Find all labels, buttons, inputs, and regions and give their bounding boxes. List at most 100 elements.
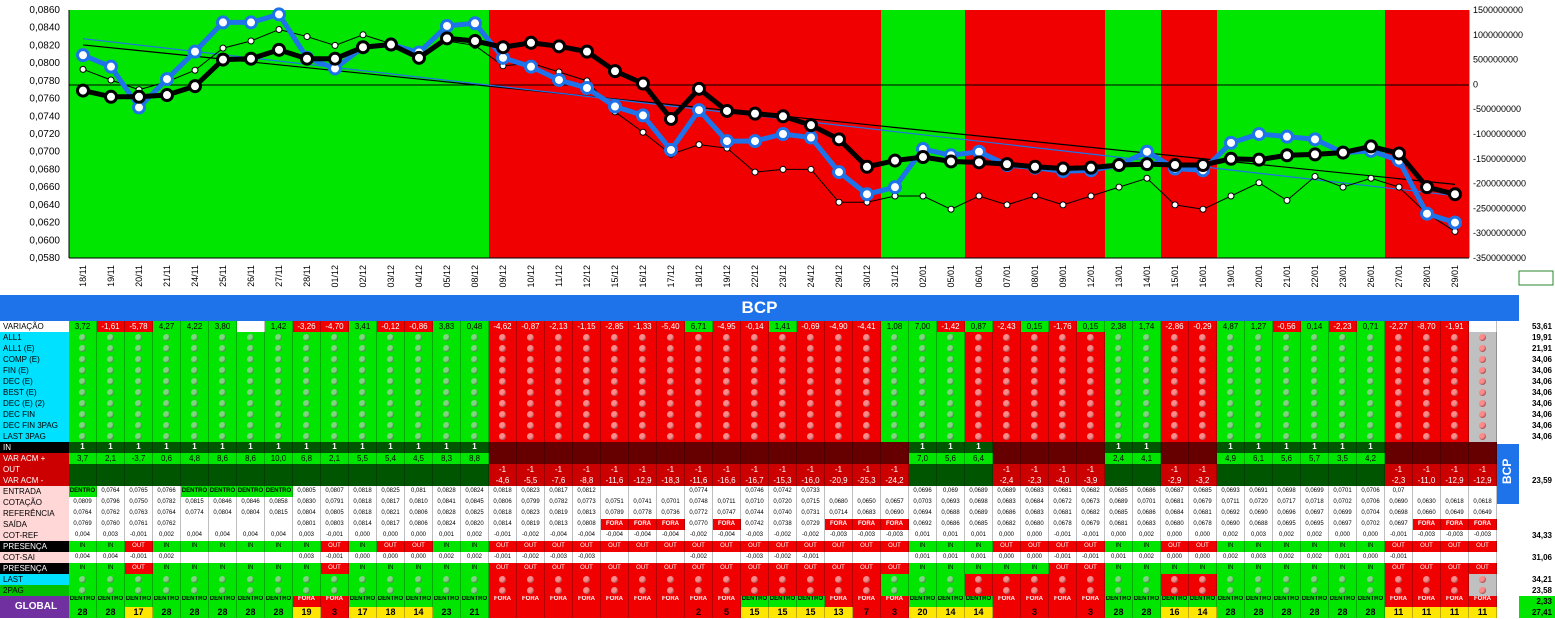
table-cell: DENTRO <box>209 596 237 607</box>
table-cell <box>1385 365 1413 376</box>
signal-dot <box>778 356 786 363</box>
signal-dot <box>470 345 478 352</box>
bg-band <box>853 10 882 258</box>
table-cell <box>853 365 881 376</box>
table-cell: -0,69 <box>797 321 825 332</box>
table-cell: 0,002 <box>461 530 489 541</box>
signal-dot <box>1142 587 1150 594</box>
table-cell <box>825 376 853 387</box>
table-cell <box>545 354 573 365</box>
series-point <box>636 76 650 91</box>
table-cell <box>601 574 629 585</box>
x-tick: 29/01 <box>1450 265 1460 288</box>
signal-dot <box>526 411 534 418</box>
table-cell <box>433 398 461 409</box>
table-cell <box>1469 376 1497 387</box>
series-point <box>779 165 787 173</box>
table-cell <box>993 343 1021 354</box>
signal-dot <box>1086 411 1094 418</box>
signal-dot <box>190 576 198 583</box>
signal-dot <box>274 378 282 385</box>
table-cell <box>1469 354 1497 365</box>
table-cell <box>1329 574 1357 585</box>
series-point <box>1168 158 1182 172</box>
signal-dot <box>358 334 366 341</box>
table-cell: -0,86 <box>405 321 433 332</box>
signal-dot <box>470 367 478 374</box>
y-left-tick: 0,0660 <box>29 182 60 193</box>
table-cell: IN <box>209 563 237 574</box>
x-tick: 28/01 <box>1422 265 1432 288</box>
bg-band <box>1385 10 1414 258</box>
table-cell <box>797 409 825 420</box>
table-cell <box>1357 464 1385 475</box>
table-cell <box>349 354 377 365</box>
table-cell: 1 <box>1133 442 1161 453</box>
table-cell <box>1245 398 1273 409</box>
table-cell: -0,001 <box>321 552 349 563</box>
side-label-box: BCP <box>1497 444 1519 504</box>
signal-dot <box>106 400 114 407</box>
signal-dot <box>582 356 590 363</box>
table-cell <box>573 607 601 618</box>
signal-dot <box>974 422 982 429</box>
table-cell <box>293 475 321 486</box>
table-cell <box>797 354 825 365</box>
table-cell <box>937 343 965 354</box>
signal-dot <box>330 367 338 374</box>
signal-dot <box>1142 367 1150 374</box>
series-point <box>552 39 566 54</box>
table-cell <box>321 420 349 431</box>
bg-band <box>1133 10 1162 258</box>
table-cell: 0,0803 <box>321 519 349 530</box>
table-cell: 5,6 <box>1273 453 1301 464</box>
table-cell <box>1385 453 1413 464</box>
table-cell: 0,0680 <box>1021 519 1049 530</box>
signal-dot <box>1002 367 1010 374</box>
table-cell <box>1161 585 1189 596</box>
signal-dot <box>1114 422 1122 429</box>
table-cell <box>153 464 181 475</box>
table-cell: 0,0714 <box>825 508 853 519</box>
table-cell <box>461 376 489 387</box>
signal-dot <box>1282 576 1290 583</box>
table-cell: 0,07 <box>1385 486 1413 497</box>
signal-dot <box>638 433 646 440</box>
signal-dot <box>1170 411 1178 418</box>
series-point <box>79 65 87 73</box>
signal-dot <box>1254 576 1262 583</box>
signal-dot <box>526 367 534 374</box>
table-cell <box>1329 387 1357 398</box>
signal-dot <box>918 422 926 429</box>
signal-dot <box>694 367 702 374</box>
table-cell: 0,0702 <box>1329 497 1357 508</box>
table-cell <box>517 585 545 596</box>
series-point <box>608 64 622 79</box>
table-cell: 0,0710 <box>741 497 769 508</box>
signal-dot <box>526 389 534 396</box>
table-cell: DENTRO <box>181 486 209 497</box>
table-cell <box>629 398 657 409</box>
table-cell <box>853 442 881 453</box>
table-cell: FORA <box>1385 596 1413 607</box>
table-cell <box>1077 387 1105 398</box>
table-cell: 0,0812 <box>573 486 601 497</box>
table-cell <box>965 420 993 431</box>
signal-dot <box>1114 367 1122 374</box>
table-cell <box>153 420 181 431</box>
table-cell: OUT <box>517 541 545 552</box>
row-label: COTAÇÃO <box>0 497 69 508</box>
series-point <box>720 103 734 118</box>
table-cell <box>181 376 209 387</box>
signal-dot <box>554 411 562 418</box>
table-cell: 0,0818 <box>349 497 377 508</box>
series-point <box>1308 132 1322 147</box>
table-cell <box>573 332 601 343</box>
signal-dot <box>1310 422 1318 429</box>
table-cell <box>1133 343 1161 354</box>
signal-dot <box>386 378 394 385</box>
table-cell <box>1189 453 1217 464</box>
signal-dot <box>358 422 366 429</box>
table-cell: 0,0685 <box>965 519 993 530</box>
signal-dot <box>1338 389 1346 396</box>
